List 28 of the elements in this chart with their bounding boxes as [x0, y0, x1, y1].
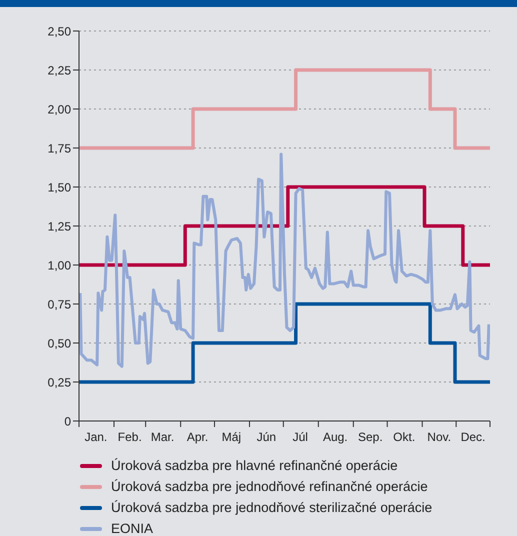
- x-tick-label: Nov.: [427, 430, 452, 444]
- y-tick-label: 1,50: [48, 180, 72, 194]
- y-tick-label: 1,00: [48, 258, 72, 272]
- x-tick-label: Júl: [292, 430, 308, 444]
- x-tick-label: Jún: [256, 430, 276, 444]
- legend-label: EONIA: [111, 521, 154, 536]
- x-tick-label: Aug.: [322, 430, 348, 444]
- y-tick-label: 0: [64, 414, 72, 428]
- y-tick-label: 0,25: [48, 375, 72, 390]
- x-tick-label: Mar.: [150, 430, 174, 444]
- legend-label: Úroková sadzba pre hlavné refinančné operácie: [111, 458, 398, 473]
- line-series: [79, 152, 490, 368]
- x-tick-label: Apr.: [186, 430, 208, 444]
- legend-label: Úroková sadzba pre jednodňové sterilizačné operácie: [111, 500, 432, 515]
- y-tick-label: 0,50: [48, 336, 72, 350]
- y-tick-label: 2,25: [48, 63, 72, 78]
- legend-label: Úroková sadzba pre jednodňové refinančné operácie: [111, 479, 428, 494]
- y-tick-label: 0,75: [48, 297, 72, 312]
- y-tick-label: 2,50: [48, 24, 72, 38]
- x-tick-label: Jan.: [84, 430, 108, 444]
- y-tick-label: 2,00: [48, 102, 72, 116]
- x-tick-label: Dec.: [460, 430, 486, 444]
- x-tick-label: Máj: [222, 430, 242, 444]
- y-tick-label: 1,75: [48, 141, 72, 156]
- x-tick-label: Feb.: [118, 430, 142, 444]
- x-tick-label: Sep.: [358, 430, 383, 444]
- x-tick-label: Okt.: [393, 430, 416, 444]
- y-tick-label: 1,25: [48, 219, 72, 234]
